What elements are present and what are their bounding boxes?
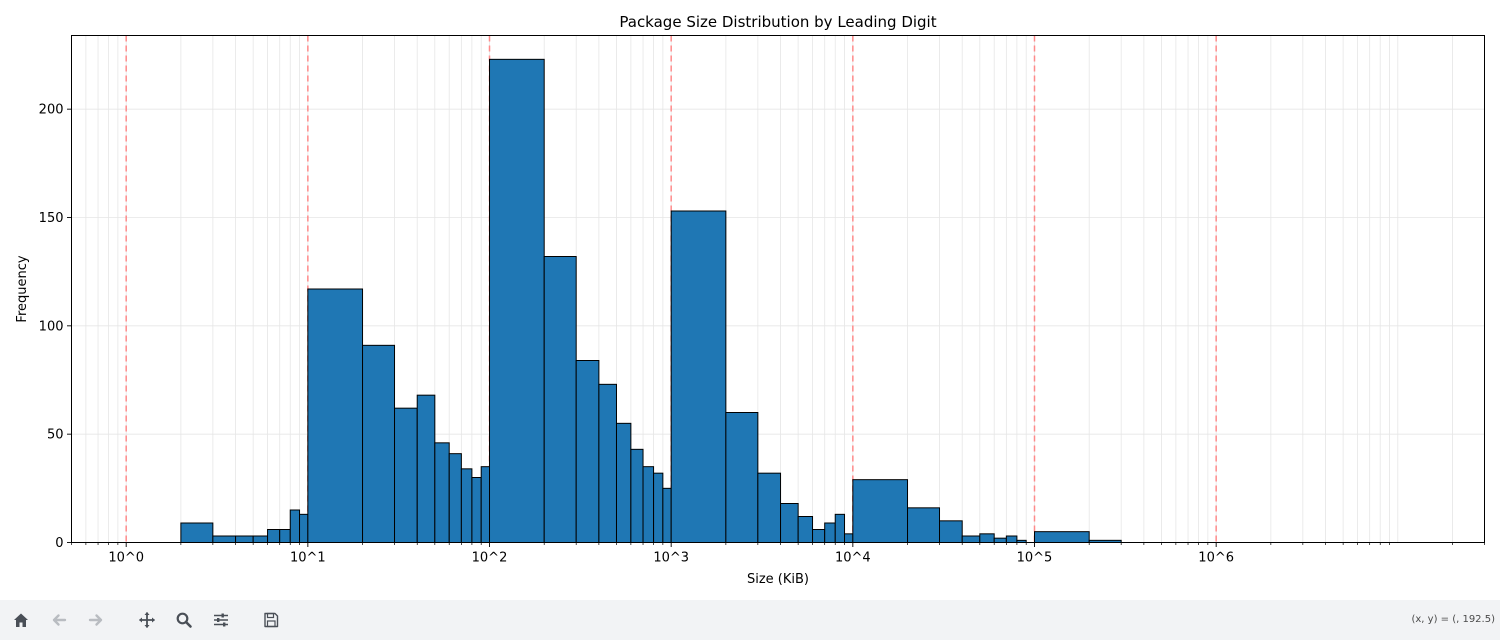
histogram-figure: 10^0 10^1 10^2 10^3 10^4 10^5 10^6 0 50 100 150 200… (15, 13, 1485, 587)
histogram-bar (289, 509, 301, 543)
cursor-coordinates: (x, y) = (, 192.5) (1411, 614, 1495, 625)
histogram-bar (267, 529, 281, 543)
histogram-bar (907, 507, 941, 544)
y-tick-label: 200 (39, 103, 64, 118)
histogram-bar (598, 383, 617, 544)
y-tick-label: 50 (47, 428, 64, 443)
histogram-bar (979, 533, 995, 543)
histogram-bar (362, 344, 396, 544)
histogram-bar (575, 360, 600, 543)
histogram-bar (212, 535, 237, 543)
histogram-bar (279, 529, 291, 543)
back-button[interactable] (46, 608, 72, 632)
x-tick-label: 10^1 (290, 551, 326, 566)
histogram-bar (844, 533, 854, 543)
histogram-bar (471, 477, 482, 543)
zoom-button[interactable] (171, 608, 197, 632)
home-button[interactable] (8, 608, 34, 632)
arrow-left-icon (52, 614, 67, 626)
x-tick-label: 10^0 (108, 551, 144, 566)
histogram-bar (434, 442, 450, 544)
chart-title: Package Size Distribution by Leading Dig… (619, 13, 936, 31)
y-tick-label: 100 (39, 319, 64, 334)
histogram-bar (460, 468, 473, 544)
floppy-disk-icon (264, 612, 279, 628)
home-icon (14, 613, 28, 627)
histogram-bar (757, 472, 782, 543)
axis-ticks: 10^0 10^1 10^2 10^3 10^4 10^5 10^6 0 50 100 150 200 (39, 103, 1485, 566)
histogram-bar (824, 522, 836, 543)
histogram-bar (1033, 531, 1090, 544)
histogram-bar (725, 412, 759, 543)
histogram-bar (307, 288, 364, 543)
y-axis-label: Frequency (15, 255, 30, 322)
histogram-bar (797, 516, 814, 543)
histogram-bar (252, 535, 269, 543)
histogram-bar (834, 513, 846, 543)
histogram-bar (394, 407, 418, 543)
x-tick-label: 10^4 (835, 551, 871, 566)
histogram-bar (480, 466, 491, 543)
move-icon (139, 612, 155, 628)
histogram-bar (653, 472, 664, 543)
histogram-bar (416, 394, 436, 543)
y-tick-label: 150 (39, 211, 64, 226)
save-button[interactable] (258, 608, 284, 632)
histogram-bar (543, 256, 577, 543)
histogram-bar (961, 535, 981, 543)
magnifier-icon (176, 612, 192, 628)
histogram-bar (630, 448, 644, 544)
histogram-bar (993, 537, 1007, 544)
histogram-bar (642, 466, 655, 543)
histogram-bar (1005, 535, 1018, 543)
sliders-icon (214, 613, 228, 627)
axes-frame (71, 35, 1485, 543)
histogram-bar (780, 503, 799, 543)
y-tick-label: 0 (55, 536, 63, 551)
x-tick-label: 10^3 (653, 551, 689, 566)
histogram-bar (852, 479, 909, 543)
pan-button[interactable] (134, 608, 160, 632)
histogram-bar (489, 58, 545, 543)
x-tick-label: 10^5 (1017, 551, 1053, 566)
x-tick-label: 10^6 (1198, 551, 1234, 566)
forward-button[interactable] (83, 608, 109, 632)
histogram-bar (662, 487, 672, 544)
configure-subplots-button[interactable] (208, 608, 234, 632)
x-tick-label: 10^2 (472, 551, 508, 566)
histogram-bar (299, 513, 309, 543)
x-axis-label: Size (KiB) (747, 572, 809, 587)
histogram-bar (448, 453, 462, 543)
histogram-bar (812, 529, 826, 543)
histogram-bar (615, 422, 632, 544)
histogram-bar (235, 535, 254, 543)
arrow-right-icon (88, 614, 103, 626)
histogram-bar (939, 520, 963, 543)
histogram-bar (180, 522, 214, 543)
histogram-bar (670, 210, 727, 543)
navigation-toolbar: (x, y) = (, 192.5) (0, 600, 1500, 640)
histogram-bars (180, 58, 1122, 544)
